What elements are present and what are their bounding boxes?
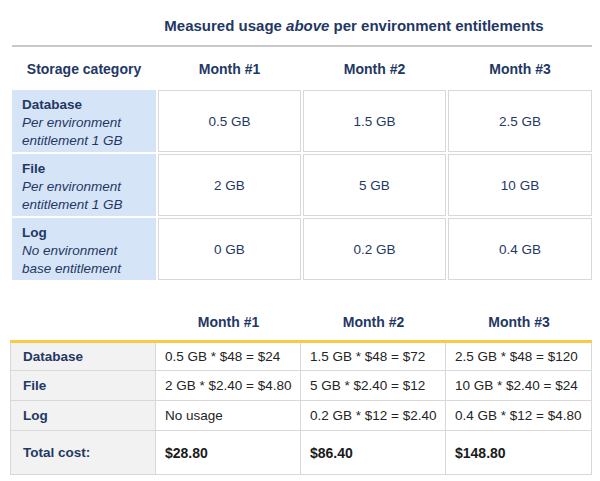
figure-title-prefix: Measured usage	[164, 17, 286, 34]
cost-table: Month #1 Month #2 Month #3 Database 0.5 …	[10, 303, 592, 475]
cost-row-label: Database	[11, 343, 156, 371]
cost-database-month-3: 2.5 GB * $48 = $120	[446, 343, 592, 371]
usage-header-month-3: Month #3	[448, 61, 592, 77]
cost-log-month-2: 0.2 GB * $12 = $2.40	[301, 401, 446, 431]
cost-header-month-1: Month #1	[156, 314, 301, 330]
usage-value-file-month-1: 2 GB	[158, 154, 301, 216]
usage-value-log-month-1: 0 GB	[158, 218, 301, 280]
cost-row-database: Database 0.5 GB * $48 = $24 1.5 GB * $48…	[11, 343, 592, 371]
figure-title-italic-word: above	[286, 17, 329, 34]
usage-table: Storage category Month #1 Month #2 Month…	[12, 45, 592, 280]
usage-category-note: No environment base entitlement	[22, 242, 148, 278]
figure-title-suffix: per environment entitlements	[329, 17, 543, 34]
cost-row-file: File 2 GB * $2.40 = $4.80 5 GB * $2.40 =…	[11, 371, 592, 401]
cost-database-month-1: 0.5 GB * $48 = $24	[156, 343, 301, 371]
usage-category-label: File	[22, 160, 148, 178]
cost-database-month-2: 1.5 GB * $48 = $72	[301, 343, 446, 371]
usage-category-label: Log	[22, 224, 148, 242]
cost-table-header-row: Month #1 Month #2 Month #3	[10, 303, 592, 340]
total-cost-month-2: $86.40	[301, 431, 446, 475]
usage-table-body: Database Per environment entitlement 1 G…	[12, 90, 592, 280]
cost-row-log: Log No usage 0.2 GB * $12 = $2.40 0.4 GB…	[11, 401, 592, 431]
cost-file-month-2: 5 GB * $2.40 = $12	[301, 371, 446, 401]
usage-value-log-month-2: 0.2 GB	[303, 218, 446, 280]
usage-category-label: Database	[22, 96, 148, 114]
usage-category-file: File Per environment entitlement 1 GB	[12, 154, 156, 216]
cost-row-total: Total cost: $28.80 $86.40 $148.80	[11, 431, 592, 475]
total-cost-month-1: $28.80	[156, 431, 301, 475]
usage-value-file-month-3: 10 GB	[448, 154, 592, 216]
cost-table-body: Database 0.5 GB * $48 = $24 1.5 GB * $48…	[10, 343, 592, 475]
usage-category-log: Log No environment base entitlement	[12, 218, 156, 280]
usage-header-month-1: Month #1	[158, 61, 301, 77]
usage-value-database-month-3: 2.5 GB	[448, 90, 592, 152]
usage-category-note: Per environment entitlement 1 GB	[22, 178, 148, 214]
cost-header-month-3: Month #3	[446, 314, 592, 330]
total-cost-month-3: $148.80	[446, 431, 592, 475]
usage-value-file-month-2: 5 GB	[303, 154, 446, 216]
cost-file-month-1: 2 GB * $2.40 = $4.80	[156, 371, 301, 401]
usage-value-database-month-1: 0.5 GB	[158, 90, 301, 152]
usage-value-database-month-2: 1.5 GB	[303, 90, 446, 152]
usage-header-month-2: Month #2	[303, 61, 446, 77]
figure-title: Measured usage above per environment ent…	[156, 17, 592, 34]
cost-log-month-3: 0.4 GB * $12 = $4.80	[446, 401, 592, 431]
total-cost-label: Total cost:	[11, 431, 156, 475]
cost-file-month-3: 10 GB * $2.40 = $24	[446, 371, 592, 401]
usage-header-storage-category: Storage category	[12, 61, 156, 77]
cost-row-label: File	[11, 371, 156, 401]
usage-value-log-month-3: 0.4 GB	[448, 218, 592, 280]
usage-category-database: Database Per environment entitlement 1 G…	[12, 90, 156, 152]
cost-log-month-1: No usage	[156, 401, 301, 431]
cost-row-label: Log	[11, 401, 156, 431]
usage-table-header-row: Storage category Month #1 Month #2 Month…	[12, 47, 592, 90]
usage-category-note: Per environment entitlement 1 GB	[22, 114, 148, 150]
cost-header-month-2: Month #2	[301, 314, 446, 330]
